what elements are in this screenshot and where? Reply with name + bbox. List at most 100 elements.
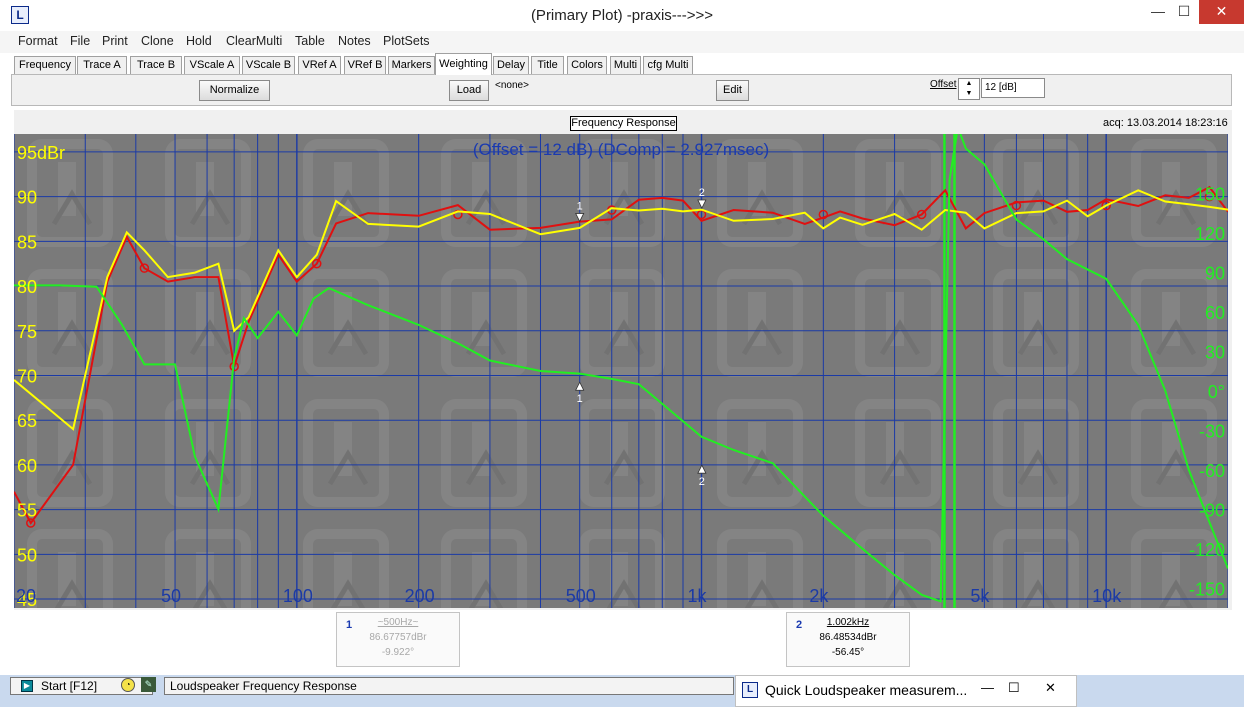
normalize-button[interactable]: Normalize [199,80,270,101]
load-button[interactable]: Load [449,80,489,101]
y-tick-label: 75 [17,322,37,342]
window-title: (Primary Plot) -praxis--->>> [530,7,714,24]
menu-table[interactable]: Table [295,34,325,48]
menu-print[interactable]: Print [102,34,128,48]
menu-clone[interactable]: Clone [141,34,174,48]
popup-close-button[interactable]: ✕ [1045,680,1056,695]
plot-header-text: (Offset = 12 dB) (DComp = 2.927msec) [473,140,769,159]
marker-triangle[interactable] [697,199,707,209]
x-tick-label: 50 [161,586,181,606]
menu-format[interactable]: Format [18,34,58,48]
y2-tick-label: 60 [1205,303,1225,323]
y-tick-label: 55 [17,501,37,521]
acquisition-timestamp: acq: 13.03.2014 18:23:16 [1103,117,1228,129]
y-tick-label: 70 [17,366,37,386]
tab-frequency[interactable]: Frequency [14,56,76,75]
y-tick-label: 95dBr [17,143,65,163]
offset-input[interactable]: 12 [dB] [981,78,1045,98]
y2-tick-label: 90 [1205,263,1225,283]
tab-markers[interactable]: Markers [388,56,435,75]
readout-2-level: 86.48534dBr [819,632,877,643]
menu-plotsets[interactable]: PlotSets [383,34,430,48]
tab-delay[interactable]: Delay [493,56,529,75]
tab-weighting[interactable]: Weighting [435,53,492,75]
offset-spinner[interactable]: ▲ ▼ [958,78,980,100]
y2-tick-label: 120 [1195,224,1225,244]
tab-multi[interactable]: Multi [610,56,641,75]
marker-label: 2 [699,187,705,199]
offset-label: Offset [930,79,957,90]
tab-cfg-multi[interactable]: cfg Multi [643,56,693,75]
tab-trace-b[interactable]: Trace B [130,56,182,75]
edit-button[interactable]: Edit [716,80,749,101]
x-tick-label: 500 [566,586,596,606]
marker-1-readout[interactable]: 1 ~500Hz~ 86.67757dBr -9.922° [336,612,460,667]
readout-2-freq: 1.002kHz [826,617,870,628]
close-button[interactable]: ✕ [1199,0,1244,24]
axis-labels: 95dBr908580757065605550451501209060300°-… [16,143,1225,608]
readout-1-freq: ~500Hz~ [377,617,419,628]
trace-a-point [1204,191,1215,202]
tool-icon[interactable]: ✎ [141,677,156,692]
plot-traces [14,134,1228,603]
tab-vref-b[interactable]: VRef B [344,56,386,75]
phase-trace-line [14,134,1228,603]
marker-2-readout[interactable]: 2 1.002kHz 86.48534dBr -56.45° [786,612,910,667]
y2-tick-label: -60 [1199,461,1225,481]
menu-bar: Format File Print Clone Hold ClearMulti Table N… [0,31,1244,53]
trace-a-point [916,209,927,220]
clock-icon[interactable]: ◔ [121,678,135,692]
tab-trace-a[interactable]: Trace A [77,56,127,75]
plot-markers[interactable]: 1 2 1 2 [575,187,707,488]
y2-tick-label: 0° [1208,382,1225,402]
tab-vscale-a[interactable]: VScale A [184,56,240,75]
trace-b-line [14,189,1228,431]
y-tick-label: 80 [17,277,37,297]
tab-colors[interactable]: Colors [567,56,607,75]
y2-tick-label: -30 [1199,421,1225,441]
minimize-button[interactable]: — [1151,3,1165,19]
watermark-logo [14,134,1228,608]
start-label: Start [F12] [41,679,98,693]
y-tick-label: 85 [17,232,37,252]
x-tick-label: 2k [809,586,829,606]
frequency-cursor[interactable] [943,134,956,608]
plot-grid [14,134,1228,608]
menu-notes[interactable]: Notes [338,34,371,48]
marker-triangle[interactable] [697,464,707,474]
readout-1-level: 86.67757dBr [369,632,427,643]
marker-label: 2 [699,476,705,488]
popup-minimize-button[interactable]: — [981,680,994,695]
readout-1-phase: -9.922° [381,647,415,658]
x-tick-label: 20 [16,586,36,606]
tab-title[interactable]: Title [531,56,564,75]
popup-maximize-button[interactable]: ☐ [1008,680,1020,695]
marker-triangle[interactable] [575,213,585,223]
popup-title: Quick Loudspeaker measurem... [765,682,968,698]
trace-a-point [312,258,322,269]
task-label: Loudspeaker Frequency Response [170,679,357,693]
y-tick-label: 90 [17,188,37,208]
y2-tick-label: -120 [1189,540,1225,560]
task-loudspeaker-frequency-response[interactable]: Loudspeaker Frequency Response [164,677,734,695]
x-tick-label: 5k [970,586,990,606]
tab-vref-a[interactable]: VRef A [298,56,341,75]
menu-clearmulti[interactable]: ClearMulti [226,34,283,48]
quick-measurement-window[interactable]: L Quick Loudspeaker measurem... — ☐ ✕ [735,675,1077,707]
frequency-response-plot[interactable]: 1 2 1 2 95dBr 90 85 80 75 70 65 60 55 50 45 150 120 90 60… [14,134,1228,608]
y2-tick-label: 30 [1205,342,1225,362]
y-tick-label: 45 [17,590,37,608]
marker-triangle[interactable] [575,381,585,391]
title-bar[interactable]: L (Primary Plot) -praxis--->>> — ☐ ✕ [0,0,1244,31]
x-tick-label: 100 [283,586,313,606]
menu-hold[interactable]: Hold [186,34,212,48]
maximize-button[interactable]: ☐ [1177,3,1191,19]
app-logo-icon[interactable]: L [11,6,29,24]
load-file-label: <none> [495,80,529,91]
menu-file[interactable]: File [70,34,91,48]
x-tick-label: 200 [405,586,435,606]
tab-vscale-b[interactable]: VScale B [242,56,295,75]
y2-tick-label: -90 [1199,500,1225,520]
trace-a-point [1101,200,1111,211]
